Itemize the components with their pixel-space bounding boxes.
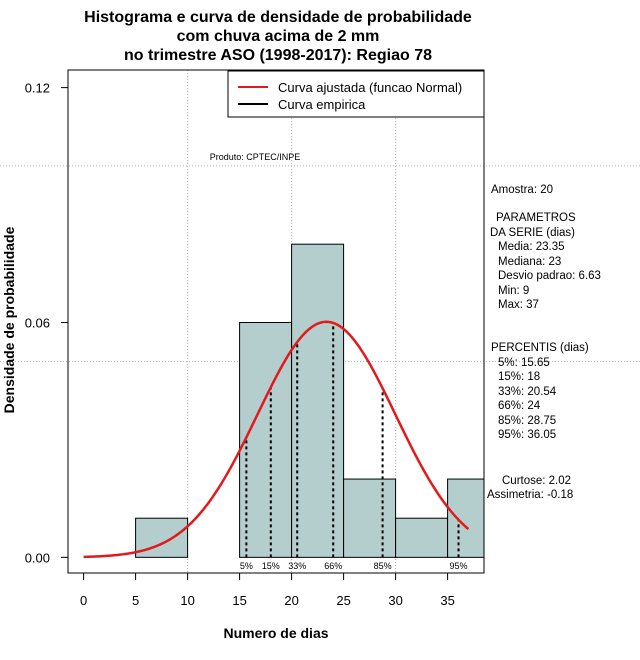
x-tick-label: 0: [80, 593, 87, 608]
histogram-bar: [239, 321, 293, 558]
x-tick-label: 5: [132, 593, 139, 608]
percentil-85: 85%: 28.75: [498, 415, 556, 427]
chart-title-line-3: no trimestre ASO (1998-2017): Regiao 78: [124, 47, 432, 64]
param-media: Media: 23.35: [498, 241, 565, 253]
x-tick-label: 10: [180, 593, 194, 608]
sample-size: Amostra: 20: [491, 184, 553, 196]
percentil-66: 66%: 24: [498, 400, 541, 412]
percentile-label: 33%: [288, 561, 306, 571]
percentil-15: 15%: 18: [498, 371, 540, 383]
legend: Curva ajustada (funcao Normal) Curva emp…: [227, 70, 485, 118]
histogram-bar: [447, 478, 485, 558]
percentile-label: 66%: [324, 561, 342, 571]
x-axis: 0 5 10 15 20 25 30 35: [80, 572, 455, 608]
assimetria: Assimetria: -0.18: [487, 489, 573, 501]
legend-box: [227, 70, 485, 118]
histogram-bars: [135, 243, 485, 558]
percentil-5: 5%: 15.65: [498, 357, 550, 369]
chart-title-line-2: com chuva acima de 2 mm: [177, 28, 380, 45]
percentile-label: 85%: [374, 561, 392, 571]
product-label: Produto: CPTEC/INPE: [210, 152, 301, 162]
legend-label-empirical: Curva empirica: [278, 97, 366, 112]
y-tick-label: 0.00: [25, 550, 50, 565]
parametros-title-2: DA SERIE (dias): [490, 227, 575, 239]
statistics-panel: Amostra: 20 PARAMETROS DA SERIE (dias) M…: [487, 184, 601, 501]
parametros-title-1: PARAMETROS: [496, 212, 576, 224]
percentil-33: 33%: 20.54: [498, 386, 557, 398]
x-tick-label: 25: [336, 593, 350, 608]
chart-title-line-1: Histograma e curva de densidade de proba…: [84, 9, 472, 26]
y-tick-label: 0.06: [25, 315, 50, 330]
y-axis: 0.00 0.06 0.12: [25, 81, 69, 565]
param-desvio: Desvio padrao: 6.63: [498, 270, 601, 282]
percentile-label: 95%: [450, 561, 468, 571]
param-max: Max: 37: [498, 299, 539, 311]
histogram-bar: [291, 243, 345, 558]
y-axis-title: Densidade de probabilidade: [1, 226, 17, 413]
x-tick-label: 15: [232, 593, 246, 608]
x-tick-label: 20: [284, 593, 298, 608]
x-tick-label: 35: [440, 593, 454, 608]
param-mediana: Mediana: 23: [498, 256, 561, 268]
x-axis-title: Numero de dias: [223, 625, 328, 641]
param-min: Min: 9: [498, 285, 529, 297]
histogram-bar: [343, 478, 397, 558]
histogram-bar: [395, 517, 449, 558]
y-tick-label: 0.12: [25, 81, 50, 96]
percentil-95: 95%: 36.05: [498, 429, 556, 441]
curtose: Curtose: 2.02: [502, 475, 571, 487]
percentis-title: PERCENTIS (dias): [491, 342, 589, 354]
legend-label-fitted: Curva ajustada (funcao Normal): [278, 80, 462, 95]
percentile-label: 15%: [262, 561, 280, 571]
percentile-label: 5%: [240, 561, 253, 571]
x-tick-label: 30: [388, 593, 402, 608]
normal-curve: [83, 320, 470, 559]
percentile-markers: 5% 15% 33% 66% 85% 95%: [240, 322, 468, 571]
normal-curve-group: [83, 320, 470, 559]
